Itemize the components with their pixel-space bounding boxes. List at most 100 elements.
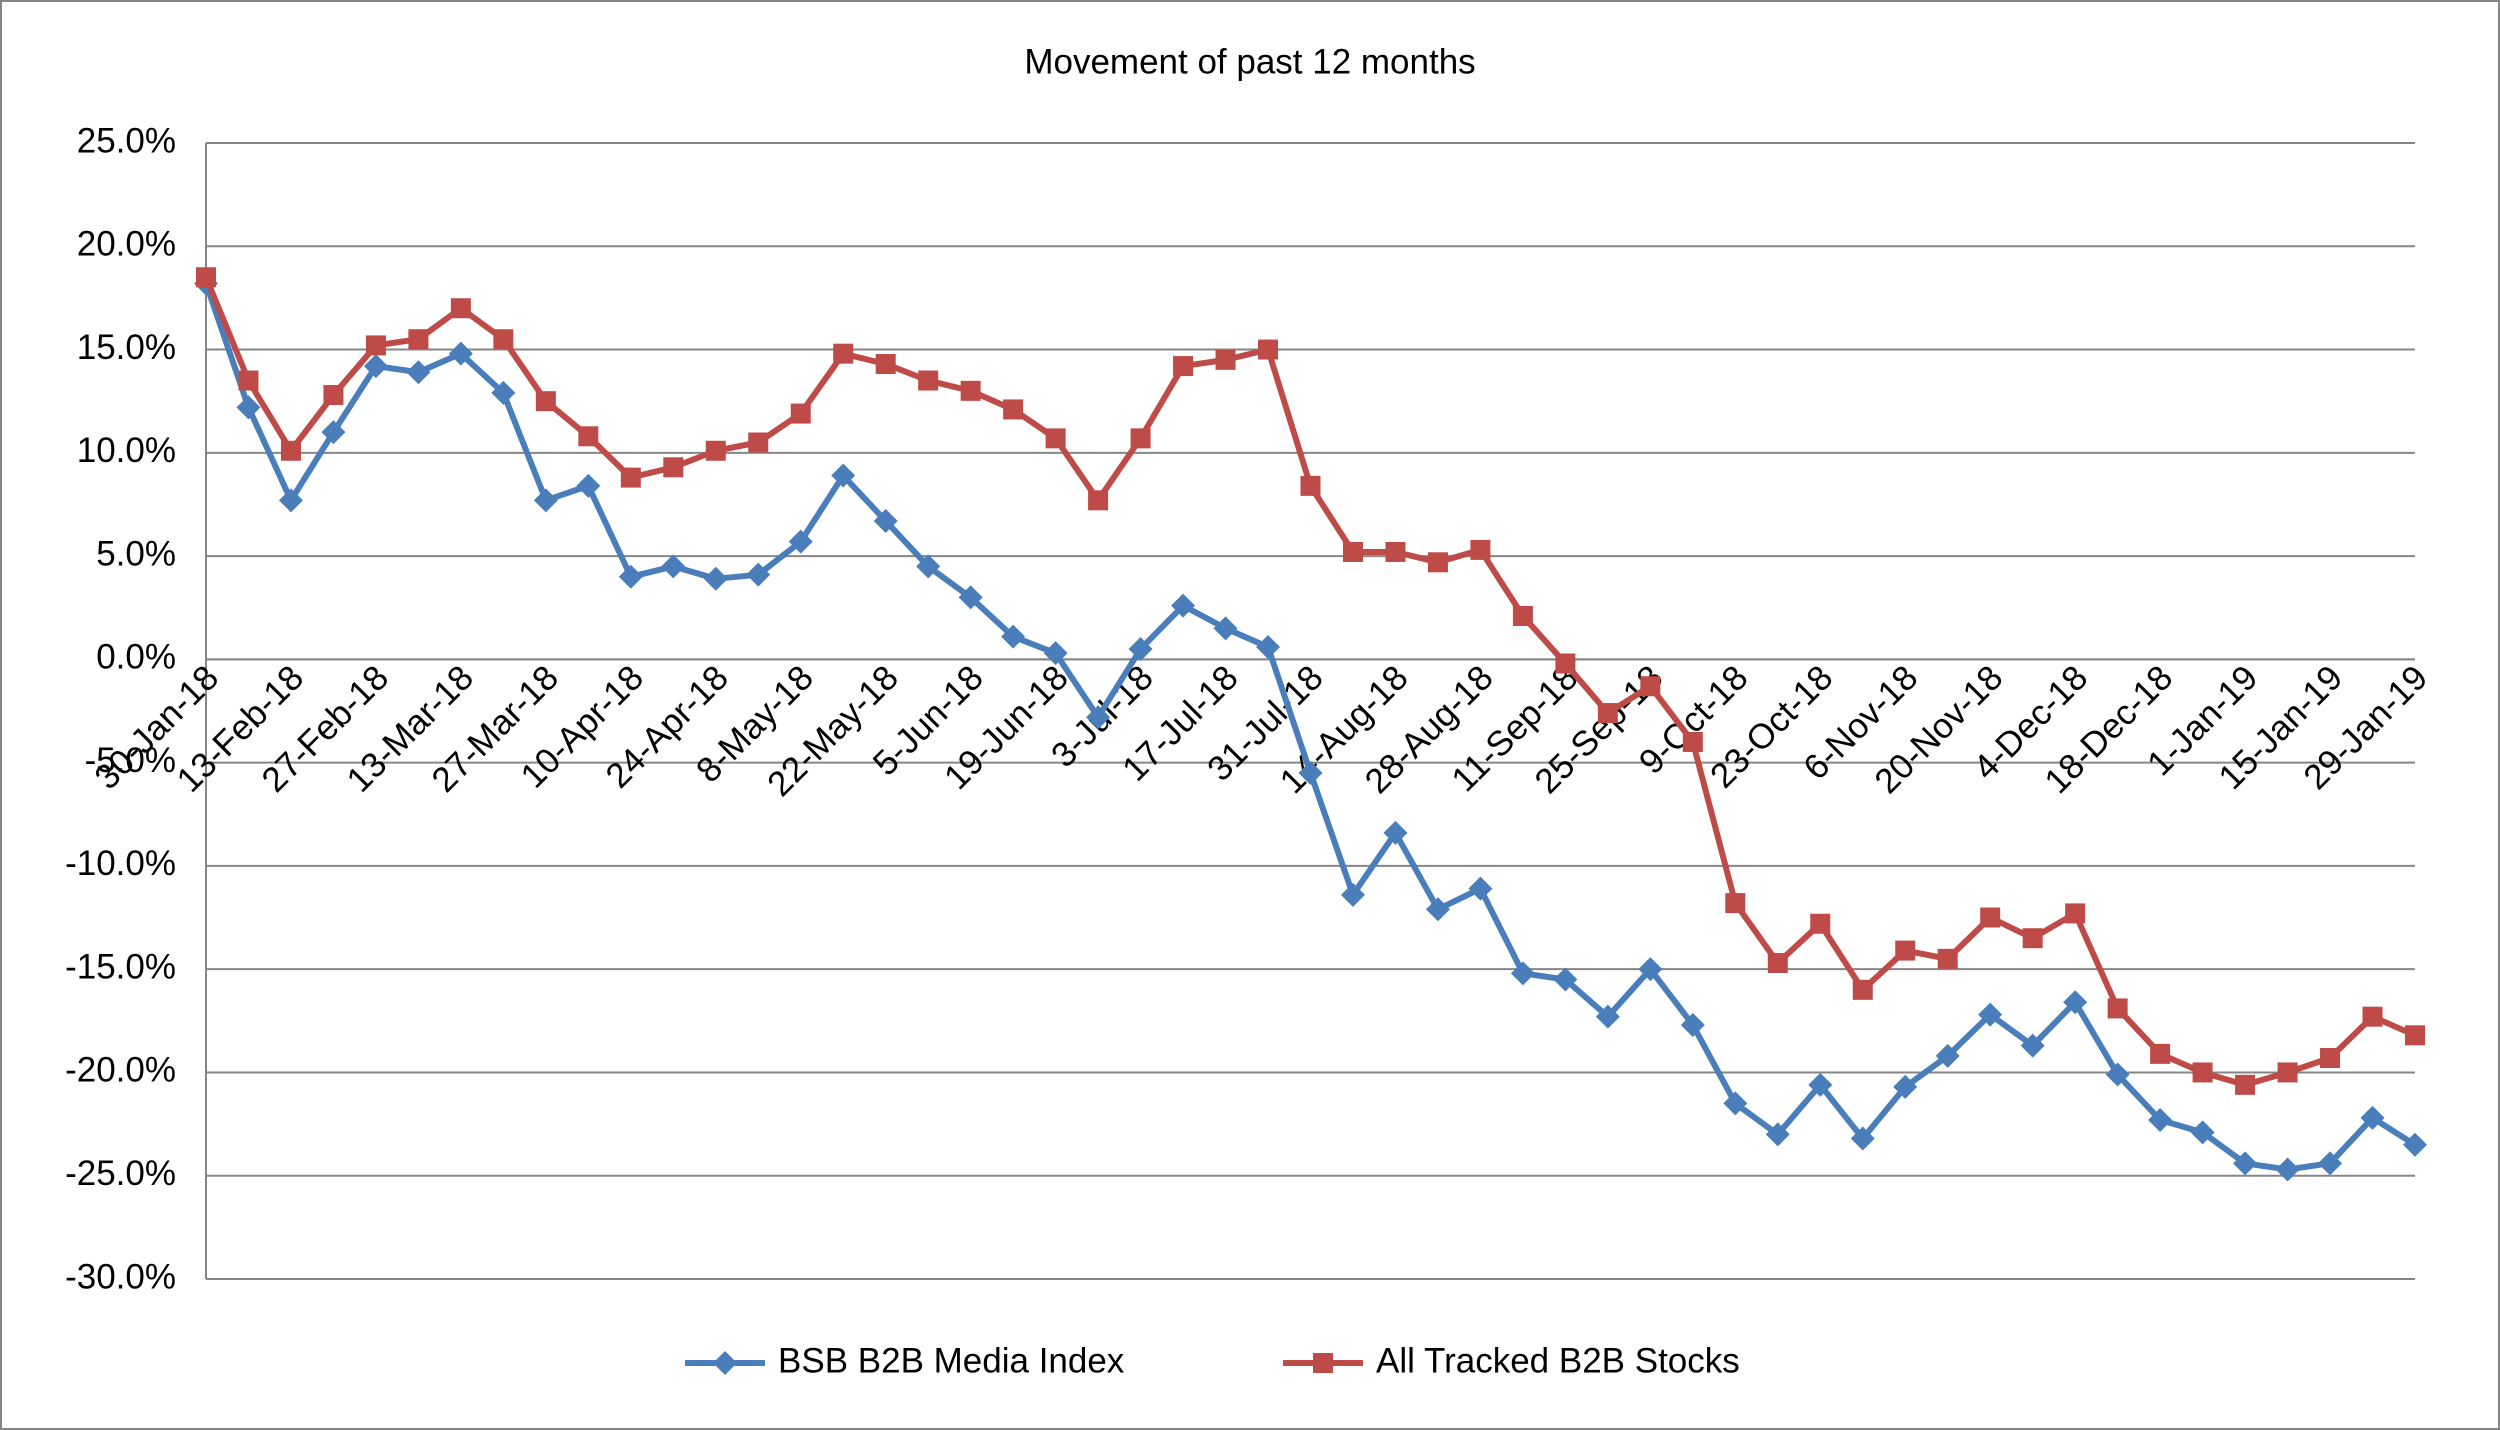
data-point	[365, 335, 386, 356]
data-point	[2192, 1062, 2213, 1083]
data-point	[1340, 882, 1365, 907]
data-point	[2022, 928, 2043, 949]
data-point	[875, 354, 896, 375]
data-point	[1213, 616, 1238, 641]
legend-label: All Tracked B2B Stocks	[1376, 1341, 1740, 1380]
data-point	[1045, 428, 1066, 449]
data-point	[2065, 903, 2086, 924]
data-point	[618, 564, 643, 589]
data-point	[873, 508, 898, 533]
data-point	[1470, 539, 1491, 560]
data-point	[1088, 490, 1109, 511]
data-point	[1086, 705, 1111, 730]
data-point	[408, 329, 429, 350]
data-point	[1723, 1091, 1748, 1116]
data-point	[493, 329, 514, 350]
data-point	[1980, 907, 2001, 928]
y-tick-label: -25.0%	[65, 1154, 176, 1193]
data-point	[1173, 356, 1194, 377]
y-tick-label: 0.0%	[96, 638, 176, 677]
data-point	[450, 298, 471, 319]
data-point	[1893, 1074, 1918, 1099]
y-tick-label: 5.0%	[96, 534, 176, 573]
data-point	[2362, 1006, 2383, 1027]
data-point	[1937, 948, 1958, 969]
legend-label: BSB B2B Media Index	[778, 1341, 1125, 1380]
data-point	[788, 529, 813, 554]
data-point	[2150, 1043, 2171, 1064]
data-point	[2190, 1120, 2215, 1145]
data-point	[1638, 957, 1663, 982]
data-point	[2105, 1062, 2130, 1087]
data-point	[2320, 1047, 2341, 1068]
legend-marker	[1313, 1353, 1333, 1373]
y-tick-label: -5.0%	[85, 741, 176, 780]
data-point	[363, 354, 388, 379]
data-point	[578, 426, 599, 447]
data-point	[448, 341, 473, 366]
data-point	[1258, 339, 1279, 360]
data-point	[1427, 552, 1448, 573]
data-point	[1215, 349, 1236, 370]
data-point	[1810, 913, 1831, 934]
data-point	[406, 360, 431, 385]
data-point	[958, 585, 983, 610]
data-point	[280, 440, 301, 461]
data-point	[1555, 653, 1576, 674]
data-point	[2107, 998, 2128, 1019]
data-point	[2275, 1157, 2300, 1182]
data-point	[2403, 1132, 2427, 1157]
legend-marker	[713, 1351, 737, 1375]
y-tick-label: -20.0%	[65, 1051, 176, 1090]
data-point	[1595, 1004, 1620, 1029]
data-point	[491, 380, 516, 405]
data-point	[1128, 637, 1153, 662]
data-point	[2318, 1151, 2343, 1176]
y-tick-label: -15.0%	[65, 947, 176, 986]
y-tick-label: 10.0%	[77, 431, 176, 470]
data-point	[1553, 967, 1578, 992]
data-point	[1171, 593, 1196, 618]
data-point	[2233, 1151, 2258, 1176]
data-point	[1767, 952, 1788, 973]
data-point	[1300, 475, 1321, 496]
data-point	[1512, 605, 1533, 626]
data-point	[323, 384, 344, 405]
data-point	[1385, 541, 1406, 562]
data-point	[1468, 876, 1493, 901]
data-point	[960, 380, 981, 401]
data-point	[2235, 1074, 2256, 1095]
data-point	[1680, 1012, 1705, 1037]
data-point	[321, 420, 346, 445]
data-point	[576, 473, 601, 498]
data-point	[1935, 1043, 1960, 1068]
data-point	[916, 554, 941, 579]
data-point	[705, 440, 726, 461]
data-point	[1850, 1126, 1875, 1151]
data-point	[703, 566, 728, 591]
data-point	[238, 370, 259, 391]
data-point	[1808, 1072, 1833, 1097]
data-point	[278, 488, 303, 513]
data-point	[1003, 399, 1024, 420]
data-point	[620, 467, 641, 488]
data-point	[1001, 624, 1026, 649]
data-point	[533, 488, 558, 513]
data-point	[1510, 961, 1535, 986]
data-point	[1342, 541, 1363, 562]
data-point	[918, 370, 939, 391]
data-point	[1682, 731, 1703, 752]
data-point	[833, 343, 854, 364]
data-point	[1298, 760, 1323, 785]
data-point	[746, 562, 771, 587]
data-point	[1765, 1122, 1790, 1147]
data-point	[2020, 1033, 2045, 1058]
y-tick-label: -10.0%	[65, 844, 176, 883]
data-point	[748, 432, 769, 453]
data-point	[1895, 940, 1916, 961]
data-point	[1852, 979, 1873, 1000]
data-point	[661, 554, 686, 579]
data-point	[196, 267, 216, 288]
